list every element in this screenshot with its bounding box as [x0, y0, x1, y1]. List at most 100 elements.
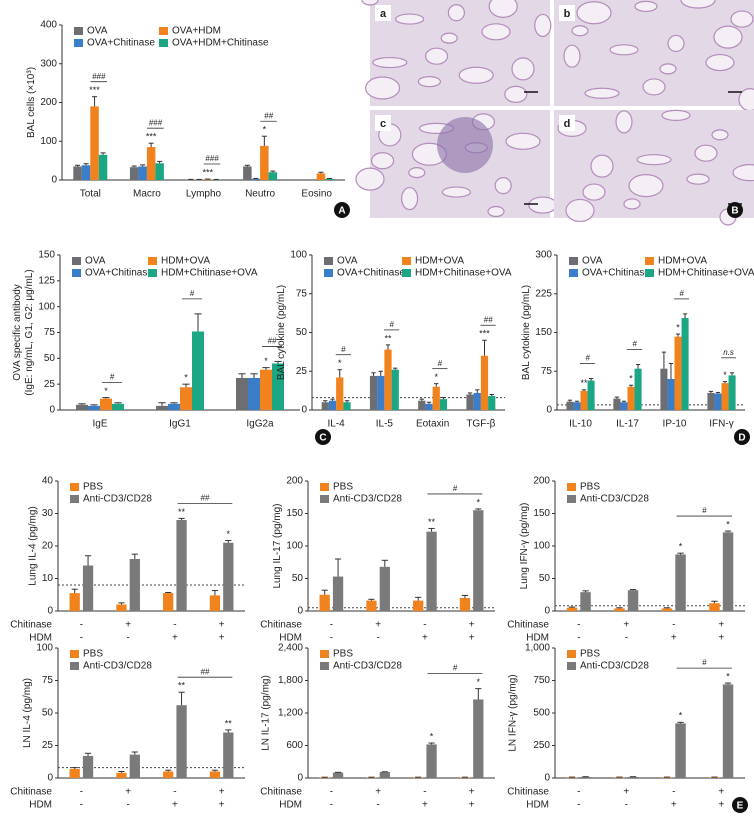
panel-badge [727, 202, 743, 218]
bar [425, 403, 433, 410]
condition-label: Chitinase [10, 620, 52, 631]
legend-label: OVA [582, 256, 603, 267]
condition-sign: + [623, 787, 629, 798]
condition-label: Chitinase [507, 787, 549, 798]
legend-label: Anti-CD3/CD28 [580, 661, 649, 672]
panel-badge-label: D [738, 433, 745, 444]
bar [112, 403, 124, 410]
legend-label: HDM+Chitinase+OVA [658, 268, 754, 279]
image-label-box [375, 5, 391, 21]
significance-mark: * [338, 358, 342, 368]
tissue-structure [408, 167, 426, 179]
legend-label: Anti-CD3/CD28 [580, 494, 649, 505]
bar [473, 392, 481, 410]
y-tick-label: 0 [301, 405, 307, 416]
significance-mark: # [190, 289, 195, 298]
legend-label: PBS [580, 649, 600, 660]
tissue-structure [584, 87, 620, 99]
tissue-structure [505, 132, 541, 150]
bar [336, 377, 344, 410]
significance-mark: * [227, 529, 231, 539]
condition-sign: + [718, 800, 724, 811]
legend-swatch [567, 650, 576, 658]
legend-swatch [72, 269, 81, 277]
bar [613, 398, 621, 410]
legend-swatch [159, 27, 168, 35]
bar [168, 403, 180, 410]
x-tick-label: Total [80, 189, 101, 200]
significance-mark: # [585, 354, 590, 363]
legend-label: PBS [83, 482, 103, 493]
x-tick-label: IgG2a [246, 419, 274, 430]
significance-mark: * [679, 711, 683, 721]
y-tick-label: 125 [38, 275, 55, 286]
bar [69, 593, 80, 611]
bar [163, 771, 174, 778]
tissue-structure [417, 76, 441, 88]
bar [366, 777, 377, 778]
condition-sign: + [375, 787, 381, 798]
y-tick-label: 150 [533, 508, 550, 519]
image-label: a [380, 8, 387, 20]
bar [260, 369, 272, 410]
significance-mark: ## [200, 493, 209, 502]
bar [316, 173, 326, 180]
bar [176, 705, 187, 778]
significance-mark: * [184, 373, 188, 383]
bar [223, 732, 234, 778]
y-tick-label: 75 [296, 288, 308, 299]
bar [675, 554, 686, 611]
condition-sign: - [330, 633, 333, 644]
y-tick-label: 0 [47, 606, 53, 617]
condition-label: Chitinase [260, 787, 302, 798]
condition-sign: - [80, 633, 83, 644]
significance-mark: * [477, 677, 481, 687]
bar [566, 401, 574, 410]
bar [90, 106, 99, 180]
y-axis-title: BAL cytokine (pg/mL) [276, 285, 287, 380]
significance-mark: # [341, 345, 346, 354]
significance-mark: # [453, 484, 458, 493]
significance-mark: # [679, 289, 684, 298]
tissue-structure [563, 44, 581, 68]
tissue-structure [504, 85, 528, 103]
bar [138, 166, 147, 180]
bar [566, 777, 578, 778]
significance-mark: * [723, 370, 727, 380]
y-tick-label: 50 [292, 573, 304, 584]
y-axis-title: Lung IL-17 (pg/mg) [272, 503, 283, 588]
y-tick-label: 20 [42, 541, 54, 552]
legend-swatch [569, 269, 578, 277]
tissue-structure [590, 154, 614, 178]
significance-mark: * [629, 374, 633, 384]
x-tick-label: Eotaxin [416, 419, 449, 430]
legend-label: OVA+Chitinase [337, 268, 405, 279]
bar [180, 387, 192, 410]
y-tick-label: 200 [40, 97, 57, 108]
bar [722, 684, 734, 778]
legend-label: OVA+HDM [172, 26, 221, 37]
legend-swatch [569, 257, 578, 265]
tissue-structure [371, 152, 395, 170]
condition-sign: - [672, 787, 675, 798]
condition-sign: - [672, 620, 675, 631]
condition-sign: - [625, 633, 628, 644]
bar [129, 754, 140, 778]
tissue-structure [355, 167, 385, 191]
condition-sign: + [718, 620, 724, 631]
significance-mark: *** [89, 85, 100, 95]
panel-badge [315, 429, 331, 445]
bar [325, 178, 334, 180]
y-tick-label: 0 [544, 606, 550, 617]
significance-mark: * [726, 519, 730, 529]
panel-badge-label: E [737, 801, 744, 812]
bar [614, 608, 625, 611]
legend-swatch [70, 650, 79, 658]
tissue-structure [395, 13, 425, 25]
legend-label: PBS [83, 649, 103, 660]
y-tick-label: 25 [42, 740, 54, 751]
bar [488, 396, 496, 410]
legend-swatch [74, 39, 83, 47]
tissue-structure [511, 57, 535, 81]
x-tick-label: IgG1 [169, 419, 191, 430]
